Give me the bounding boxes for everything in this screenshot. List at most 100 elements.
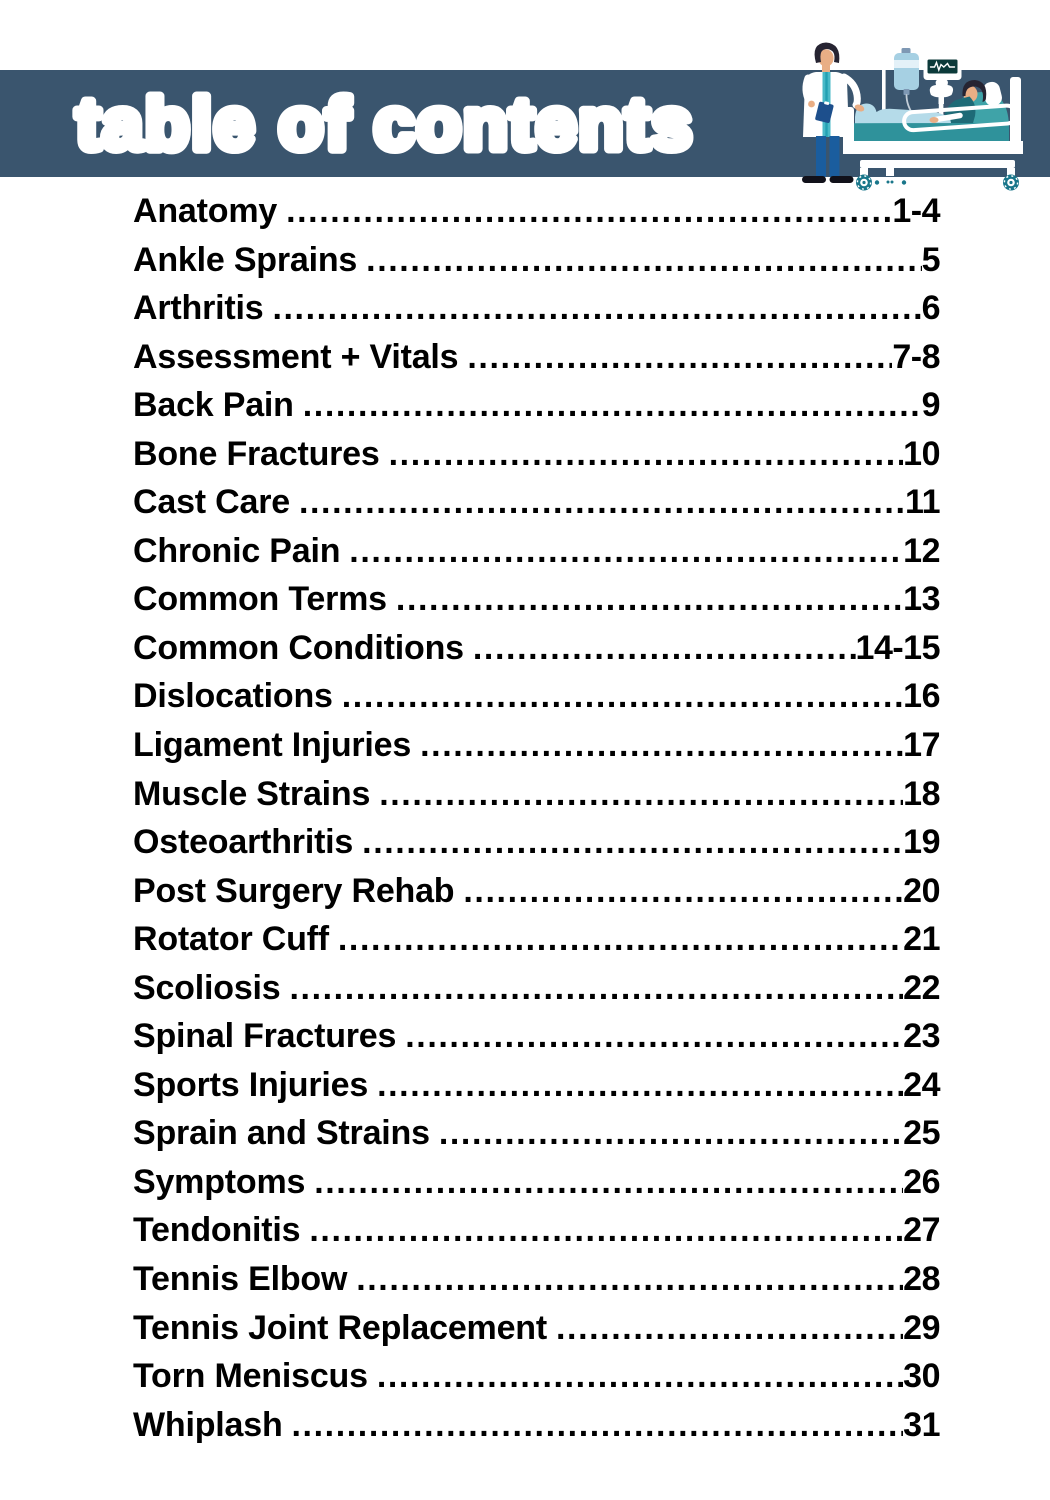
dotted-leader [377, 1352, 903, 1401]
toc-entry-page-number: 6 [921, 289, 941, 328]
toc-entry[interactable]: Whiplash 31 [133, 1401, 940, 1450]
toc-entry-page-number: 24 [903, 1065, 940, 1104]
toc-entry-page-number: 13 [903, 580, 940, 619]
dotted-leader [303, 381, 922, 430]
toc-entry[interactable]: Ligament Injuries 17 [133, 721, 940, 770]
toc-entry-page-number: 12 [903, 531, 940, 570]
toc-entry-page-number: 22 [903, 968, 940, 1007]
dotted-leader [314, 1158, 903, 1207]
toc-entry[interactable]: Post Surgery Rehab 20 [133, 867, 940, 916]
toc-entry-label: Symptoms [133, 1162, 306, 1201]
toc-entry[interactable]: Tennis Joint Replacement 29 [133, 1304, 940, 1353]
dotted-leader [420, 721, 903, 770]
toc-entry-page-number: 27 [903, 1211, 940, 1250]
clipboard-icon [815, 101, 834, 123]
toc-entry[interactable]: Rotator Cuff 21 [133, 915, 940, 964]
toc-entry[interactable]: Cast Care 11 [133, 478, 940, 527]
toc-entry-label: Dislocations [133, 677, 333, 716]
dotted-leader [362, 818, 903, 867]
toc-entry-label: Assessment + Vitals [133, 337, 459, 376]
patient-arm [929, 112, 963, 123]
toc-entry-page-number: 1-4 [892, 192, 940, 230]
toc-entry[interactable]: Common Conditions 14-15 [133, 624, 941, 673]
dotted-leader [299, 478, 905, 527]
toc-entry-page-number: 28 [903, 1260, 940, 1299]
dotted-leader [338, 915, 903, 964]
toc-entry[interactable]: Sprain and Strains 25 [133, 1109, 940, 1158]
toc-entry[interactable]: Torn Meniscus 30 [133, 1352, 940, 1401]
toc-entry-label: Anatomy [133, 192, 278, 230]
toc-entry-page-number: 7-8 [892, 337, 940, 376]
toc-entry-page-number: 5 [921, 240, 941, 279]
toc-entry[interactable]: Dislocations 16 [133, 672, 940, 721]
toc-entry-page-number: 30 [903, 1357, 940, 1396]
toc-entry[interactable]: Symptoms 26 [133, 1158, 940, 1207]
toc-entry[interactable]: Ankle Sprains 5 [133, 236, 941, 285]
toc-entry-page-number: 9 [921, 386, 941, 425]
dotted-leader [377, 1061, 903, 1110]
toc-entry-label: Tennis Elbow [133, 1260, 348, 1299]
dotted-leader [439, 1109, 903, 1158]
dotted-leader [272, 284, 921, 333]
dotted-leader [473, 624, 856, 673]
toc-entry[interactable]: Arthritis 6 [133, 284, 941, 333]
toc-entry-page-number: 14-15 [855, 628, 941, 667]
toc-entry[interactable]: Anatomy 1-4 [133, 187, 940, 236]
toc-entry-page-number: 23 [903, 1017, 940, 1056]
toc-entry[interactable]: Tennis Elbow 28 [133, 1255, 940, 1304]
toc-entry-label: Osteoarthritis [133, 823, 354, 862]
dotted-leader [379, 770, 903, 819]
toc-entry-label: Arthritis [133, 289, 264, 328]
dotted-leader [467, 333, 892, 382]
toc-entry[interactable]: Tendonitis 27 [133, 1206, 940, 1255]
toc-entry[interactable]: Bone Fractures 10 [133, 430, 940, 479]
dotted-leader [405, 1012, 903, 1061]
dotted-leader [286, 187, 892, 236]
toc-entry-label: Common Conditions [133, 628, 464, 667]
dotted-leader [389, 430, 904, 479]
toc-entry-label: Whiplash [133, 1405, 283, 1444]
toc-entry[interactable]: Muscle Strains 18 [133, 770, 940, 819]
toc-entry-label: Post Surgery Rehab [133, 871, 455, 910]
page-title: table of contents [72, 80, 697, 170]
toc-entry[interactable]: Assessment + Vitals 7-8 [133, 333, 940, 382]
toc-entry[interactable]: Common Terms 13 [133, 575, 940, 624]
toc-entry-label: Cast Care [133, 483, 290, 522]
toc-entry-label: Back Pain [133, 386, 294, 425]
bed-wheel-right [1003, 174, 1019, 191]
dotted-leader [463, 867, 903, 916]
toc-entry[interactable]: Spinal Fractures 23 [133, 1012, 940, 1061]
toc-entry[interactable]: Osteoarthritis 19 [133, 818, 940, 867]
toc-entry-label: Bone Fractures [133, 434, 380, 473]
toc-entry-page-number: 26 [903, 1162, 940, 1201]
dotted-leader [556, 1304, 903, 1353]
toc-entry-label: Spinal Fractures [133, 1017, 397, 1056]
toc-entry-label: Tendonitis [133, 1211, 301, 1250]
toc-entry-label: Common Terms [133, 580, 387, 619]
toc-entry-label: Torn Meniscus [133, 1357, 368, 1396]
toc-entry-label: Chronic Pain [133, 531, 341, 570]
toc-entry-page-number: 21 [903, 920, 940, 959]
toc-entry[interactable]: Scoliosis 22 [133, 964, 940, 1013]
dotted-leader [342, 672, 903, 721]
toc-entry-page-number: 19 [903, 823, 940, 862]
toc-entry-label: Sports Injuries [133, 1065, 369, 1104]
toc-entry-label: Rotator Cuff [133, 920, 329, 959]
toc-entry-page-number: 18 [903, 774, 940, 813]
toc-entry-label: Tennis Joint Replacement [133, 1308, 547, 1347]
toc-entry[interactable]: Chronic Pain 12 [133, 527, 940, 576]
toc-entry-page-number: 16 [903, 677, 940, 716]
toc-entry-label: Muscle Strains [133, 774, 371, 813]
toc-entry-label: Sprain and Strains [133, 1114, 430, 1153]
toc-entry-page-number: 31 [903, 1405, 940, 1444]
table-of-contents-list: Anatomy 1-4 Ankle Sprains 5 Arthritis 6 … [133, 187, 941, 1450]
toc-entry-page-number: 10 [903, 434, 940, 473]
toc-entry[interactable]: Sports Injuries 24 [133, 1061, 940, 1110]
toc-entry[interactable]: Back Pain 9 [133, 381, 941, 430]
dotted-leader [366, 236, 921, 285]
doctor-figure [802, 42, 865, 183]
page-title-text: table of contents [76, 84, 694, 165]
dotted-leader [289, 964, 903, 1013]
doctor-patient-bed-illustration [802, 35, 1023, 191]
toc-entry-page-number: 29 [903, 1308, 940, 1347]
